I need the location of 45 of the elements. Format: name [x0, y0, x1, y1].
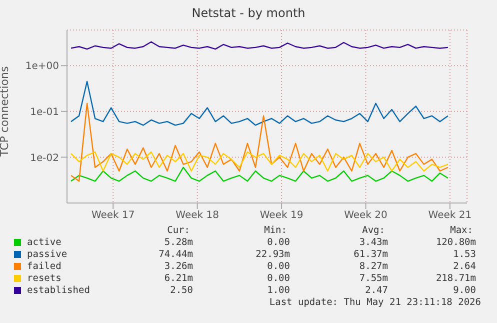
- line-series: [70, 102, 449, 182]
- y-tick-label: 1e-02: [30, 152, 59, 164]
- text: 22.93m: [256, 249, 290, 260]
- text: 9.00: [453, 285, 476, 296]
- text: 61.37m: [354, 249, 388, 260]
- text: Max:: [450, 225, 473, 236]
- x-tick-label: Week 19: [260, 210, 304, 222]
- text: Last update: Thu May 21 23:11:18 2026: [269, 297, 481, 308]
- text: 2.50: [170, 285, 193, 296]
- text: 218.71m: [436, 273, 476, 284]
- text: 3.26m: [164, 261, 193, 272]
- x-tick-label: Week 20: [344, 210, 388, 222]
- legend-label: established: [26, 285, 90, 296]
- text: Min:: [264, 225, 287, 236]
- y-axis-title: TCP connections: [0, 66, 11, 158]
- text: 3.43m: [359, 237, 388, 248]
- text: 1.00: [267, 285, 290, 296]
- y-tick-label: 1e-01: [30, 106, 59, 118]
- text: 0.00: [267, 237, 290, 248]
- legend-label: passive: [26, 249, 68, 260]
- text: 120.80m: [436, 237, 476, 248]
- y-tick-label: 1e+00: [25, 61, 59, 72]
- x-tick-label: Week 17: [91, 210, 135, 222]
- text: 74.44m: [158, 249, 193, 260]
- text: 1.53: [453, 249, 476, 260]
- text: Cur:: [167, 225, 190, 236]
- text: 2.47: [365, 285, 388, 296]
- text: 5.28m: [164, 237, 193, 248]
- line-series: [70, 151, 449, 172]
- text: 8.27m: [359, 261, 388, 272]
- text: Avg:: [362, 225, 385, 236]
- text: 0.00: [267, 261, 290, 272]
- x-tick-label: Week 18: [176, 210, 219, 222]
- legend-label: active: [26, 237, 62, 248]
- text: 2.64: [453, 261, 476, 272]
- chart-title: Netstat - by month: [190, 6, 306, 20]
- text: 6.21m: [164, 273, 193, 284]
- line-series: [70, 80, 449, 126]
- line-series: [70, 41, 449, 50]
- legend-label: resets: [26, 273, 62, 284]
- x-tick-label: Week 21: [428, 210, 472, 222]
- line-series: [70, 166, 449, 182]
- legend-label: failed: [26, 261, 62, 272]
- text: 7.55m: [359, 273, 388, 284]
- text: 0.00: [267, 273, 290, 284]
